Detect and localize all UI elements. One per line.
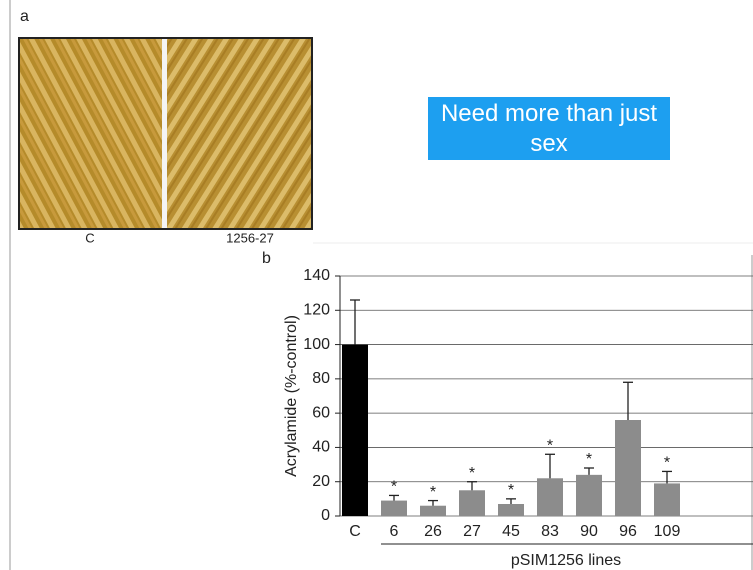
error-bar [584, 468, 594, 475]
error-bar [428, 501, 438, 506]
bar [459, 490, 485, 516]
significance-marker: * [547, 438, 553, 455]
bar [654, 483, 680, 516]
y-tick-label: 100 [303, 336, 330, 353]
y-tick-label: 120 [303, 302, 330, 319]
panel-label: b [262, 250, 271, 267]
error-bar [545, 454, 555, 478]
x-tick-label: 90 [580, 523, 598, 540]
y-tick-label: 60 [312, 404, 330, 421]
error-bar [623, 382, 633, 420]
photo-caption: 1256-27 [226, 230, 274, 245]
photo-gap [162, 39, 167, 228]
bar [342, 345, 368, 516]
photo-caption: C [85, 230, 94, 245]
significance-marker: * [430, 484, 436, 501]
y-tick-label: 140 [303, 267, 330, 284]
significance-marker: * [508, 482, 514, 499]
photo-left [20, 39, 162, 228]
bar [381, 501, 407, 516]
error-bar [467, 482, 477, 491]
error-bar [506, 499, 516, 504]
x-tick-label: 109 [654, 523, 681, 540]
x-tick-label: 27 [463, 523, 481, 540]
x-axis-label: pSIM1256 lines [511, 552, 621, 569]
error-bar [350, 300, 360, 345]
bar [576, 475, 602, 516]
significance-marker: * [586, 451, 592, 468]
x-tick-label: 6 [390, 523, 399, 540]
panel-label: a [20, 8, 29, 25]
bar [420, 506, 446, 516]
y-tick-label: 40 [312, 439, 330, 456]
y-tick-label: 0 [321, 507, 330, 524]
significance-marker: * [469, 465, 475, 482]
figure: a C 1256-27 b Acrylamide (%-control) pSI… [0, 0, 753, 570]
bar [537, 478, 563, 516]
x-tick-label: 45 [502, 523, 520, 540]
x-tick-label: 83 [541, 523, 559, 540]
x-tick-label: 96 [619, 523, 637, 540]
error-bar [389, 495, 399, 500]
bar [498, 504, 524, 516]
x-tick-label: 26 [424, 523, 442, 540]
y-tick-label: 20 [312, 473, 330, 490]
photo-right [167, 39, 311, 228]
bar [615, 420, 641, 516]
x-tick-label: C [349, 523, 361, 540]
y-tick-label: 80 [312, 370, 330, 387]
significance-marker: * [391, 479, 397, 496]
callout: Need more than just sex [428, 97, 670, 160]
page: a C 1256-27 b Acrylamide (%-control) pSI… [0, 0, 753, 570]
y-axis-label: Acrylamide (%-control) [283, 315, 300, 477]
significance-marker: * [664, 455, 670, 472]
